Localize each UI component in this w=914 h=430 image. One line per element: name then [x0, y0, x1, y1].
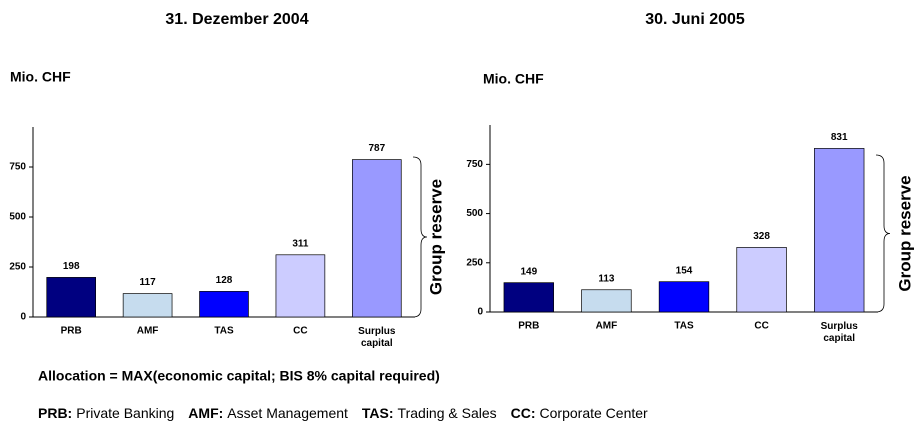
y-tick-label: 750	[9, 162, 26, 173]
x-tick-label: TAS	[214, 326, 234, 337]
bar	[503, 282, 554, 313]
data-label: 311	[292, 238, 309, 249]
chart-title: 30. Juni 2005	[645, 11, 745, 28]
bar	[658, 281, 710, 313]
annotation: Group reserve	[895, 175, 914, 291]
x-tick-label: CC	[754, 321, 768, 332]
legend-text: Asset Management	[227, 405, 348, 421]
x-tick-label: Surplus capital	[358, 326, 396, 349]
legend-text: Corporate Center	[540, 405, 649, 421]
y-axis-label: Mio. CHF	[10, 69, 71, 85]
bar	[275, 254, 326, 318]
bar	[122, 293, 173, 318]
allocation-note: Allocation = MAX(economic capital; BIS 8…	[38, 368, 440, 384]
x-tick-label: Surplus capital	[821, 321, 859, 344]
y-tick-label: 250	[9, 262, 26, 273]
data-label: 198	[63, 261, 80, 272]
bar	[814, 148, 865, 313]
chart-title: 31. Dezember 2004	[165, 11, 308, 28]
x-tick-label: PRB	[61, 326, 82, 337]
data-label: 113	[598, 273, 615, 284]
x-tick-label: AMF	[137, 326, 159, 337]
x-tick-label: AMF	[596, 321, 618, 332]
abbreviation-legend: PRB: Private Banking AMF: Asset Management T…	[38, 405, 648, 421]
y-tick-label: 0	[477, 307, 483, 318]
data-label: 149	[520, 266, 537, 277]
bar	[46, 277, 96, 318]
data-label: 128	[216, 275, 233, 286]
legend-text: Trading & Sales	[398, 405, 497, 421]
data-label: 831	[831, 132, 848, 143]
legend-abbr: AMF:	[188, 405, 223, 421]
legend-abbr: TAS:	[362, 405, 394, 421]
y-tick-label: 250	[466, 257, 483, 268]
bar	[199, 291, 249, 318]
y-tick-label: 500	[466, 208, 483, 219]
x-tick-label: TAS	[674, 321, 694, 332]
y-axis-label: Mio. CHF	[483, 71, 544, 87]
brace	[875, 154, 891, 313]
bar	[581, 289, 632, 313]
legend-abbr: PRB:	[38, 405, 72, 421]
annotation: Group reserve	[426, 179, 445, 295]
bar	[352, 159, 402, 318]
data-label: 117	[140, 277, 157, 288]
legend-abbr: CC:	[511, 405, 536, 421]
y-tick-label: 500	[9, 212, 26, 223]
y-tick-label: 0	[20, 312, 26, 323]
y-tick-label: 750	[466, 159, 483, 170]
data-label: 154	[676, 265, 693, 276]
legend-text: Private Banking	[76, 405, 174, 421]
x-tick-label: PRB	[518, 321, 539, 332]
data-label: 787	[368, 143, 385, 154]
brace	[412, 156, 428, 318]
bar	[736, 247, 787, 313]
data-label: 328	[753, 231, 770, 242]
x-tick-label: CC	[293, 326, 307, 337]
